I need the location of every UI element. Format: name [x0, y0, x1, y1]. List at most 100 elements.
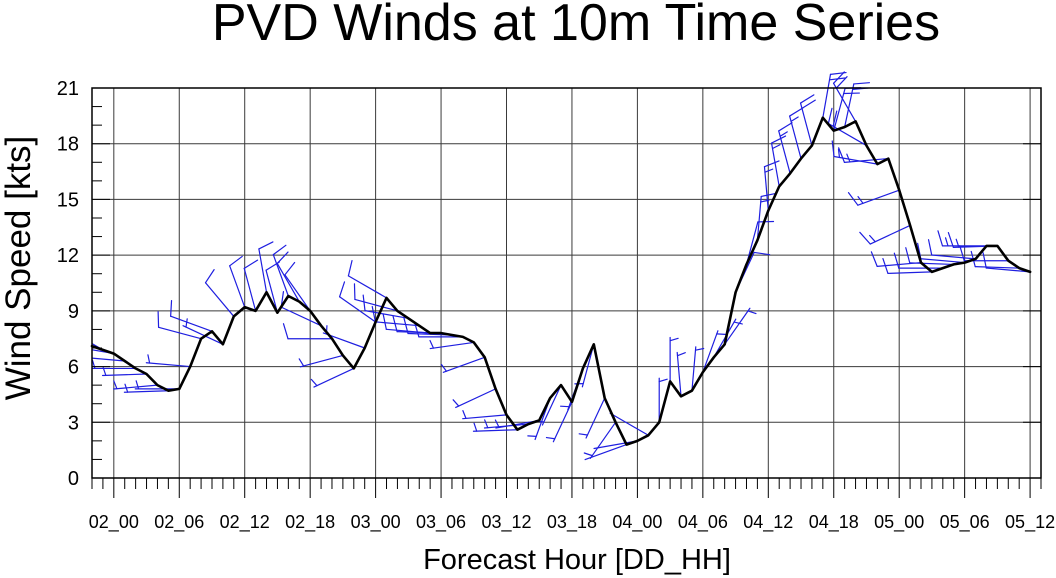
barb-feather [82, 349, 84, 357]
wind-barb [82, 349, 126, 362]
wind-barb [276, 251, 300, 303]
wind-barb [905, 247, 955, 266]
barb-feather [937, 230, 944, 247]
wind-barb [92, 342, 104, 351]
barb-staff [763, 166, 769, 212]
barb-feather [258, 241, 274, 250]
wind-barb [472, 422, 519, 432]
wind-barb [778, 122, 793, 175]
barb-feather [338, 281, 346, 298]
barb-staff [832, 82, 857, 123]
barb-staff [827, 122, 868, 147]
wind-barb [310, 367, 355, 388]
barb-feather [947, 231, 954, 248]
barb-staff [691, 346, 697, 392]
barb-feather [276, 251, 289, 265]
barb-feather [229, 255, 243, 267]
barb-staff [101, 373, 148, 377]
grid-lines [92, 87, 1041, 479]
barb-feather [676, 352, 686, 357]
x-tick-label: 03_06 [416, 512, 466, 533]
wind-barb [770, 135, 787, 188]
y-tick-label: 6 [68, 357, 79, 379]
wind-barb [113, 380, 159, 390]
barb-feather [284, 261, 296, 276]
barb-staff [589, 421, 617, 459]
wind-barb [831, 140, 878, 165]
barb-staff [374, 321, 420, 327]
wind-barb [838, 147, 889, 164]
barb-staff [347, 275, 388, 299]
barb-feather [135, 380, 140, 390]
wind-barb [859, 224, 911, 245]
barb-feather [124, 383, 129, 393]
barb-feather [494, 419, 500, 429]
barb-feather [770, 135, 787, 144]
x-tick-label: 04_12 [743, 512, 793, 533]
wind-barb [494, 419, 540, 429]
barb-staff [182, 325, 224, 345]
x-tick-label: 03_18 [547, 512, 597, 533]
barb-staff [778, 130, 791, 175]
barb-feather [583, 452, 593, 457]
barb-feather [578, 433, 589, 436]
barb-staff [609, 412, 649, 436]
wind-barb [789, 107, 804, 160]
barb-feather [982, 252, 987, 269]
barb-staff [756, 195, 762, 241]
barb-feather [838, 147, 846, 164]
barb-staff [338, 296, 377, 323]
barb-feather [669, 337, 679, 342]
barb-feather [362, 294, 366, 312]
barb-feather [847, 192, 859, 206]
wind-barb [452, 388, 497, 409]
barb-feather [243, 259, 259, 269]
barb-feather [462, 410, 467, 420]
chart-title: PVD Winds at 10m Time Series [212, 0, 940, 52]
barb-staff [985, 267, 1031, 273]
barb-staff [541, 384, 562, 426]
barb-feather [747, 310, 757, 315]
barb-staff [170, 315, 213, 332]
barb-staff [584, 443, 628, 461]
barb-feather [905, 247, 911, 264]
wind-barb [734, 251, 771, 293]
x-tick-label: 05_06 [940, 512, 990, 533]
x-tick-label: 03_00 [351, 512, 401, 533]
y-tick-label: 12 [57, 245, 79, 267]
barb-staff [843, 157, 889, 164]
wind-barb [204, 269, 235, 318]
plot-frame [91, 87, 1042, 479]
wind-barb [937, 230, 988, 247]
barb-feather [170, 300, 173, 317]
x-tick-label: 03_12 [481, 512, 531, 533]
barb-staff [770, 142, 780, 188]
barb-feather [147, 354, 151, 364]
barb-staff [455, 388, 497, 409]
wind-barb [284, 261, 311, 312]
wind-barb [462, 410, 508, 420]
wind-barb [258, 241, 274, 293]
barb-feather [859, 231, 871, 245]
barb-feather [801, 99, 816, 109]
barb-feather [403, 317, 409, 335]
barb-staff [229, 265, 246, 308]
x-axis-label: Forecast Hour [DD_HH] [423, 544, 731, 576]
y-tick-label: 9 [68, 301, 79, 323]
barb-feather [955, 238, 960, 248]
barb-staff [472, 429, 519, 432]
barb-staff [909, 262, 955, 266]
barb-staff [276, 262, 300, 303]
wind-barb [170, 300, 213, 332]
barb-feather [857, 196, 864, 204]
x-tick-label: 02_00 [89, 512, 139, 533]
wind-barb [847, 189, 900, 206]
wind-barb [583, 421, 617, 459]
barb-feather [835, 76, 848, 89]
barb-staff [92, 357, 126, 362]
barb-staff [585, 397, 606, 439]
y-axis-label: Wind Speed [kts] [0, 136, 38, 401]
y-tick-label: 21 [57, 78, 79, 100]
barb-feather [452, 399, 460, 407]
barb-staff [157, 326, 202, 340]
